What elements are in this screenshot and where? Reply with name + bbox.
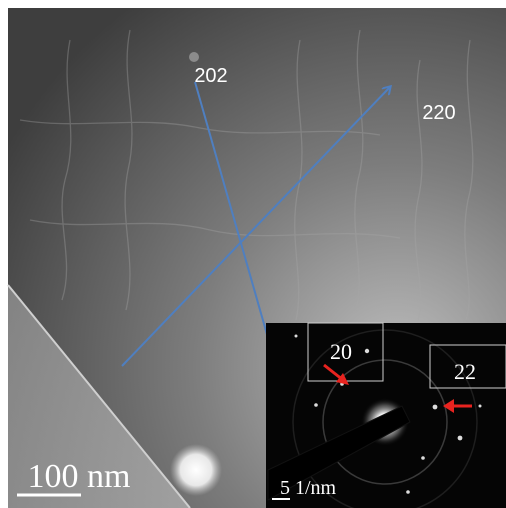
direction-line-202 (194, 81, 271, 346)
spot-label-22: 22 (454, 359, 476, 384)
spot-box-22 (429, 344, 506, 389)
diffraction-spot (457, 435, 463, 441)
red-arrowhead-20 (336, 373, 349, 385)
diffraction-inset: 20 22 5 1/nm (266, 322, 506, 508)
spot-label-20: 20 (330, 339, 352, 364)
micrograph: 202 220 100 nm (7, 8, 506, 508)
direction-label-202: 202 (194, 65, 227, 87)
diffraction-spot (406, 490, 410, 494)
beam-stopper (267, 405, 411, 501)
diffraction-spot (294, 334, 298, 338)
direction-label-220: 220 (422, 102, 455, 124)
diffraction-spot (478, 404, 482, 408)
red-arrow-markers (323, 363, 472, 413)
inset-scale-label: 5 1/nm (280, 477, 337, 499)
grain-boundary (7, 284, 191, 508)
bright-particle (170, 444, 222, 496)
diffraction-spots (294, 334, 482, 494)
diffraction-spot (432, 404, 438, 410)
diffraction-spot (421, 456, 425, 460)
direction-arrow-220 (121, 87, 390, 367)
diffraction-spot (364, 348, 370, 354)
diffraction-spot (314, 403, 318, 407)
micrograph-scale-label: 100 nm (28, 458, 131, 495)
diffraction-ring-inner (322, 359, 448, 485)
small-particle (189, 52, 199, 62)
red-arrowhead-22 (443, 399, 454, 413)
diffraction-ring-outer (292, 329, 478, 508)
dislocation-texture (19, 29, 474, 321)
